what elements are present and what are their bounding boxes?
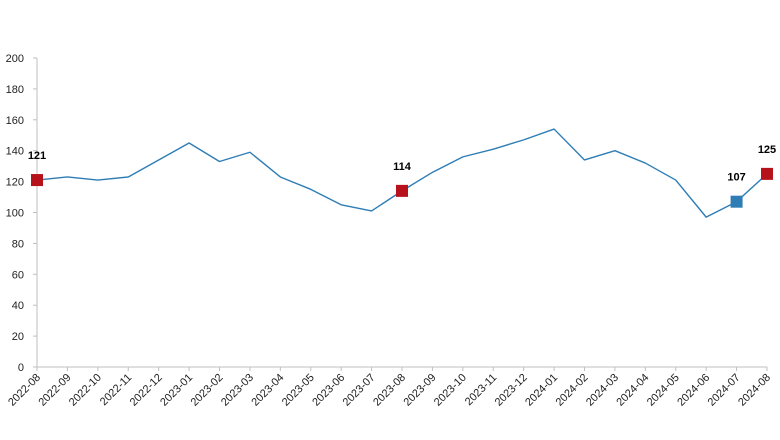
x-tick-label: 2022-09: [37, 372, 74, 409]
x-tick-label: 2023-09: [402, 372, 439, 409]
y-tick-label: 80: [12, 238, 24, 250]
x-tick-label: 2022-12: [128, 372, 165, 409]
x-tick-label: 2024-06: [675, 372, 712, 409]
y-tick-label: 140: [6, 146, 24, 158]
y-tick-label: 200: [6, 53, 24, 65]
data-point-marker: [396, 184, 408, 197]
y-tick-label: 40: [12, 300, 24, 312]
x-tick-label: 2024-05: [645, 372, 682, 409]
x-tick-label: 2023-08: [371, 372, 408, 409]
y-tick-label: 120: [6, 177, 24, 189]
x-tick-label: 2023-07: [341, 372, 378, 409]
y-tick-label: 60: [12, 269, 24, 281]
x-tick-label: 2023-01: [158, 372, 195, 409]
x-tick-label: 2023-03: [219, 372, 256, 409]
series-line: [36, 128, 768, 218]
x-tick-label: 2023-10: [432, 372, 469, 409]
x-tick-label: 2024-01: [523, 372, 560, 409]
x-tick-label: 2024-08: [736, 372, 773, 409]
x-tick-label: 2023-04: [249, 372, 286, 409]
y-tick-label: 160: [6, 115, 24, 127]
x-tick-label: 2023-06: [310, 372, 347, 409]
x-tick-label: 2024-04: [614, 372, 651, 409]
data-point-marker: [761, 167, 773, 180]
x-tick-label: 2024-07: [706, 372, 743, 409]
x-tick-label: 2023-05: [280, 372, 317, 409]
y-tick-label: 180: [6, 84, 24, 96]
y-tick-label: 0: [18, 362, 24, 374]
x-tick-label: 2022-08: [6, 372, 43, 409]
data-label: 121: [28, 150, 46, 162]
data-label: 125: [758, 144, 776, 156]
x-tick-label: 2023-12: [493, 372, 530, 409]
data-label: 107: [727, 172, 745, 184]
x-tick-label: 2024-03: [584, 372, 621, 409]
y-tick-label: 100: [6, 208, 24, 220]
data-point-marker: [730, 195, 743, 208]
x-tick-label: 2024-02: [554, 372, 591, 409]
data-label: 114: [393, 161, 412, 173]
x-tick-label: 2023-02: [189, 372, 226, 409]
data-point-marker: [31, 174, 43, 187]
x-tick-label: 2022-10: [67, 372, 104, 409]
y-tick-label: 20: [12, 331, 24, 343]
